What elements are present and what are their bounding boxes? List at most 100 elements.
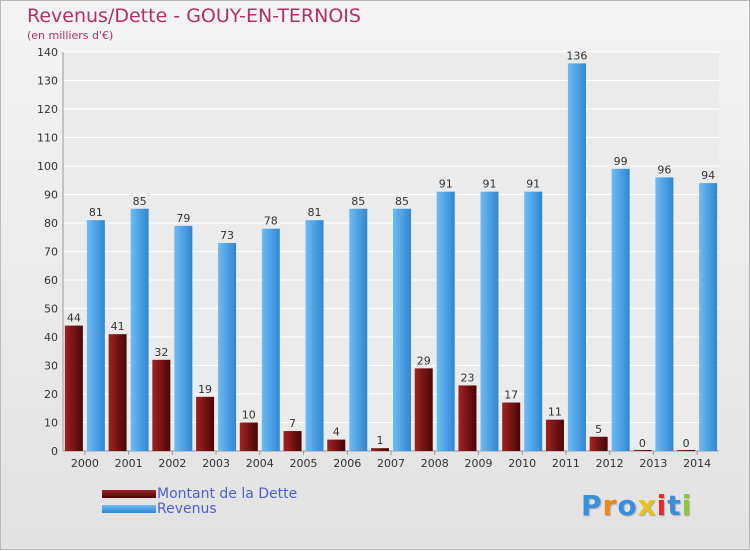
y-tick-label: 30 xyxy=(44,360,58,373)
y-tick-label: 100 xyxy=(37,160,58,173)
x-tick-label: 2008 xyxy=(421,457,449,470)
chart-subtitle: (en milliers d'€) xyxy=(27,29,114,42)
bar-dette xyxy=(633,450,652,451)
x-tick-label: 2009 xyxy=(464,457,492,470)
bar-dette xyxy=(64,325,83,451)
y-tick-label: 130 xyxy=(37,75,58,88)
value-label-revenus: 81 xyxy=(308,206,322,219)
legend-swatch-dette xyxy=(102,490,156,498)
value-label-dette: 0 xyxy=(639,437,646,450)
y-tick-label: 90 xyxy=(44,189,58,202)
value-label-revenus: 136 xyxy=(566,49,587,62)
value-label-dette: 0 xyxy=(683,437,690,450)
value-label-dette: 19 xyxy=(198,383,212,396)
y-tick-label: 70 xyxy=(44,246,58,259)
bar-revenus xyxy=(174,225,193,451)
value-label-dette: 4 xyxy=(333,426,340,439)
x-tick-label: 2012 xyxy=(596,457,624,470)
value-label-revenus: 94 xyxy=(701,169,715,182)
bar-revenus xyxy=(699,183,718,451)
value-label-revenus: 85 xyxy=(133,195,147,208)
value-label-revenus: 81 xyxy=(89,206,103,219)
logo-letter: i xyxy=(656,489,668,522)
value-label-dette: 11 xyxy=(548,406,562,419)
y-tick-label: 40 xyxy=(44,331,58,344)
bar-dette xyxy=(545,419,564,451)
bar-dette xyxy=(283,431,302,451)
bar-revenus xyxy=(436,191,455,451)
value-label-dette: 41 xyxy=(111,320,125,333)
bar-dette xyxy=(327,439,346,451)
logo-letter: i xyxy=(681,489,693,522)
x-tick-label: 2001 xyxy=(115,457,143,470)
value-label-dette: 32 xyxy=(154,346,168,359)
x-tick-label: 2014 xyxy=(683,457,711,470)
value-label-dette: 44 xyxy=(67,312,81,325)
y-tick-label: 110 xyxy=(37,132,58,145)
y-tick-label: 20 xyxy=(44,388,58,401)
x-tick-label: 2007 xyxy=(377,457,405,470)
bar-dette xyxy=(371,448,389,451)
chart-title: Revenus/Dette - GOUY-EN-TERNOIS xyxy=(27,5,361,27)
logo-letter: P xyxy=(581,489,603,522)
x-tick-label: 2004 xyxy=(246,457,274,470)
value-label-revenus: 73 xyxy=(220,229,234,242)
value-label-revenus: 78 xyxy=(264,215,278,228)
bar-dette xyxy=(677,450,696,451)
y-tick-label: 60 xyxy=(44,274,58,287)
value-label-revenus: 91 xyxy=(526,178,540,191)
bar-revenus xyxy=(567,63,586,452)
legend-label-revenus: Revenus xyxy=(157,501,217,517)
value-label-dette: 7 xyxy=(289,417,296,430)
y-tick-label: 0 xyxy=(51,445,58,458)
y-tick-label: 50 xyxy=(44,303,58,316)
bar-revenus xyxy=(86,220,105,451)
bar-revenus xyxy=(655,177,674,451)
bar-dette xyxy=(108,334,127,451)
bar-revenus xyxy=(261,228,280,451)
x-tick-label: 2013 xyxy=(639,457,667,470)
bar-revenus xyxy=(218,242,237,451)
y-tick-label: 120 xyxy=(37,103,58,116)
x-tick-label: 2005 xyxy=(290,457,318,470)
value-label-revenus: 91 xyxy=(439,178,453,191)
value-label-dette: 29 xyxy=(417,354,431,367)
x-tick-label: 2010 xyxy=(508,457,536,470)
value-label-dette: 10 xyxy=(242,409,256,422)
x-tick-label: 2000 xyxy=(71,457,99,470)
value-label-revenus: 96 xyxy=(657,163,671,176)
bar-revenus xyxy=(349,208,368,451)
value-label-revenus: 91 xyxy=(482,178,496,191)
bar-revenus xyxy=(611,168,630,451)
bar-dette xyxy=(589,436,608,451)
y-tick-label: 10 xyxy=(44,417,58,430)
value-label-dette: 1 xyxy=(377,434,384,447)
bar-revenus xyxy=(305,220,324,451)
y-tick-label: 80 xyxy=(44,217,58,230)
value-label-dette: 17 xyxy=(504,389,518,402)
logo-letter: o xyxy=(617,489,638,522)
bar-dette xyxy=(414,368,433,451)
bar-dette xyxy=(196,396,215,451)
value-label-dette: 5 xyxy=(595,423,602,436)
value-label-dette: 23 xyxy=(460,371,474,384)
bar-revenus xyxy=(524,191,543,451)
legend-swatch-revenus xyxy=(102,505,156,513)
y-tick-label: 140 xyxy=(37,46,58,59)
proxiti-logo: Proxiti xyxy=(581,489,692,522)
logo-letter: x xyxy=(637,489,657,522)
bar-revenus xyxy=(130,208,149,451)
value-label-revenus: 99 xyxy=(614,155,628,168)
bar-dette xyxy=(239,422,258,451)
x-tick-label: 2011 xyxy=(552,457,580,470)
value-label-revenus: 85 xyxy=(351,195,365,208)
x-tick-label: 2003 xyxy=(202,457,230,470)
x-tick-label: 2002 xyxy=(158,457,186,470)
bar-revenus xyxy=(393,208,411,451)
value-label-revenus: 85 xyxy=(395,195,409,208)
logo-letter: t xyxy=(667,489,682,522)
x-tick-label: 2006 xyxy=(333,457,361,470)
bar-revenus xyxy=(480,191,499,451)
